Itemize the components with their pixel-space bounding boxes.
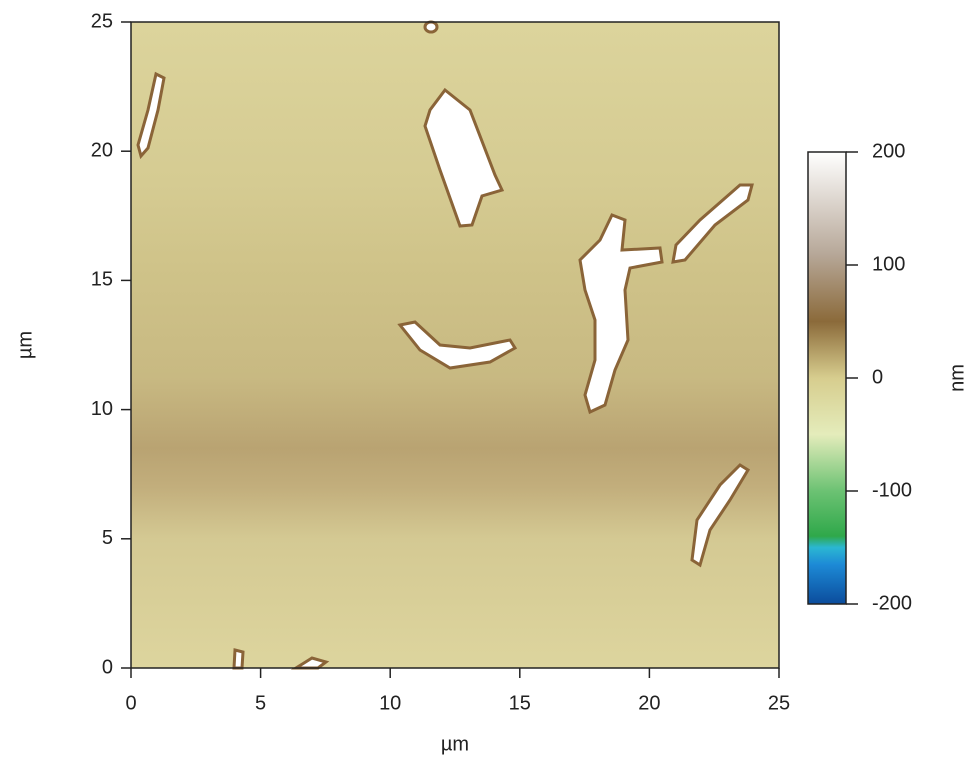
colorbar-label: nm bbox=[946, 364, 967, 392]
colorbar-tick-label: 100 bbox=[872, 253, 905, 275]
colorbar bbox=[807, 151, 847, 605]
x-tick-label: 5 bbox=[255, 692, 266, 714]
colorbar-tick-label: -200 bbox=[872, 592, 912, 614]
colorbar-tick-label: -100 bbox=[872, 479, 912, 501]
y-tick-label: 20 bbox=[91, 139, 113, 161]
y-axis-label: µm bbox=[14, 331, 36, 359]
plot-frame bbox=[130, 21, 780, 669]
x-tick-label: 15 bbox=[509, 692, 531, 714]
x-tick-label: 20 bbox=[638, 692, 660, 714]
x-tick-label: 25 bbox=[768, 692, 790, 714]
y-tick-label: 15 bbox=[91, 269, 113, 291]
x-tick-label: 10 bbox=[379, 692, 401, 714]
x-tick-label: 0 bbox=[125, 692, 136, 714]
height-image bbox=[131, 20, 779, 670]
y-tick-label: 0 bbox=[102, 656, 113, 678]
y-tick-label: 10 bbox=[91, 398, 113, 420]
y-tick-label: 25 bbox=[91, 10, 113, 32]
x-axis-label: µm bbox=[441, 733, 469, 755]
colorbar-tick-label: 200 bbox=[872, 140, 905, 162]
colorbar-tick-label: 0 bbox=[872, 366, 883, 388]
y-tick-label: 5 bbox=[102, 527, 113, 549]
